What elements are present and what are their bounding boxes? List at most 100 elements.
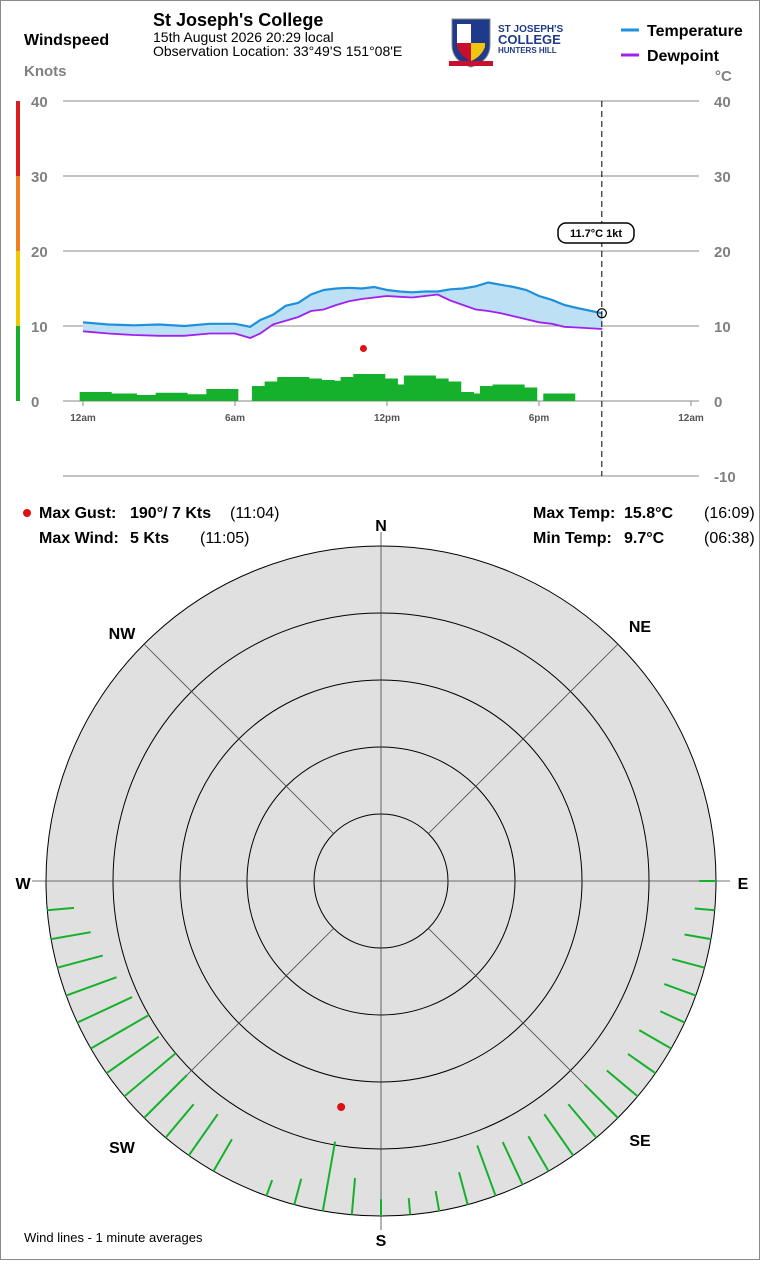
wind-direction-line: [47, 906, 75, 912]
wind-direction-line: [458, 1171, 469, 1205]
wind-direction-line: [671, 958, 705, 969]
wind-bar: [505, 387, 538, 401]
compass-label-e: E: [738, 876, 749, 893]
time-tick-label: 12am: [70, 413, 96, 424]
time-axis-ticks: 12am 6am 12pm 6pm 12am: [70, 401, 704, 424]
gust-dot-icon: [23, 509, 31, 517]
time-tick-label: 12am: [678, 413, 704, 424]
wind-rose-spoke: [428, 643, 619, 834]
temp-tick-label: 30: [714, 169, 731, 186]
compass-label-ne: NE: [629, 619, 652, 636]
wind-tick-label: 0: [31, 394, 39, 411]
max-gust-label: Max Gust:: [39, 505, 116, 522]
wind-scale-band-1: [16, 251, 20, 326]
compass-label-w: W: [15, 876, 31, 893]
wind-axis-ticks: 0 10 20 30 40: [31, 94, 48, 411]
wind-direction-line: [584, 1084, 619, 1119]
max-wind-label: Max Wind:: [39, 530, 119, 547]
wind-rose-spoke: [143, 643, 334, 834]
knots-unit-label: Knots: [24, 63, 67, 80]
wind-scale-band-3: [16, 101, 20, 176]
wind-direction-line: [434, 1190, 441, 1212]
wind-direction-line: [606, 1069, 639, 1098]
wind-direction-line: [476, 1145, 497, 1197]
wind-direction-line: [638, 1029, 672, 1050]
wind-rose-max-gust-marker: [337, 1102, 346, 1111]
wind-direction-line: [321, 1141, 337, 1212]
wind-direction-line: [567, 1103, 598, 1139]
time-tick-label: 6pm: [529, 413, 550, 424]
legend-temperature-label: Temperature: [647, 23, 743, 40]
min-temp-label: Min Temp:: [533, 530, 612, 547]
temperature-series-line: [82, 281, 603, 328]
min-temp-time: (06:38): [704, 530, 755, 547]
wind-bars: [79, 374, 576, 401]
wind-direction-line: [627, 1053, 656, 1074]
wind-rose-spokes: [32, 532, 730, 1230]
time-tick-label: 12pm: [374, 413, 400, 424]
wind-direction-line: [407, 1197, 412, 1215]
wind-direction-line: [188, 1113, 219, 1156]
time-tick-label: 6am: [225, 413, 245, 424]
wind-direction-line: [265, 1179, 274, 1197]
current-temp-marker: [596, 308, 607, 319]
max-gust-marker: [359, 345, 367, 352]
wind-direction-line: [694, 907, 715, 912]
observation-location: Observation Location: 33°49'S 151°08'E: [153, 43, 402, 59]
logo-text-line2: COLLEGE: [498, 32, 561, 47]
temp-tick-label: 40: [714, 94, 731, 111]
wind-tick-label: 30: [31, 169, 48, 186]
compass-label-n: N: [375, 518, 387, 535]
logo-text-line3: HUNTERS HILL: [498, 46, 557, 55]
max-temp-label: Max Temp:: [533, 505, 615, 522]
station-name: St Joseph's College: [153, 10, 323, 30]
wind-bar: [79, 392, 112, 401]
wind-bar: [181, 394, 213, 401]
compass-label-sw: SW: [109, 1140, 136, 1157]
min-temp-value: 9.7°C: [624, 530, 665, 547]
crest-icon: [449, 18, 493, 68]
wind-tick-label: 40: [31, 94, 48, 111]
current-value-label: 11.7°C 1kt: [570, 228, 622, 240]
max-temp-time: (16:09): [704, 505, 755, 522]
wind-scale-bar: [16, 101, 20, 401]
wind-direction-line: [684, 933, 712, 941]
wind-direction-line: [501, 1141, 524, 1186]
wind-direction-line: [76, 996, 133, 1024]
temp-tick-label: -10: [714, 469, 736, 486]
max-wind-time: (11:05): [200, 530, 250, 547]
temp-tick-label: 10: [714, 319, 731, 336]
wind-direction-line: [659, 1010, 686, 1024]
wind-direction-line: [663, 983, 697, 997]
wind-direction-line: [123, 1052, 177, 1098]
wind-tick-label: 20: [31, 244, 48, 261]
wind-direction-line: [57, 954, 103, 969]
stats-block: Max Gust: 190°/ 7 Kts (11:04) Max Wind: …: [23, 505, 755, 547]
wind-scale-band-0: [16, 326, 20, 401]
wind-direction-line: [143, 1074, 188, 1119]
wind-bar: [155, 392, 188, 401]
celsius-unit-label: °C: [715, 68, 732, 85]
wind-bar: [105, 393, 137, 401]
wind-bar: [543, 393, 576, 401]
max-wind-value: 5 Kts: [130, 530, 169, 547]
legend-dewpoint-label: Dewpoint: [647, 48, 720, 65]
wind-direction-line: [527, 1135, 550, 1172]
wind-scale-band-2: [16, 176, 20, 251]
max-gust-time: (11:04): [230, 505, 280, 522]
observation-datetime: 15th August 2026 20:29 local: [153, 29, 334, 45]
temp-tick-label: 0: [714, 394, 722, 411]
max-temp-value: 15.8°C: [624, 505, 674, 522]
dewpoint-series-line: [82, 293, 603, 339]
wind-direction-line: [106, 1035, 160, 1074]
wind-bar: [130, 395, 163, 401]
compass-label-s: S: [376, 1233, 387, 1250]
wind-bar: [206, 389, 239, 401]
wind-tick-label: 10: [31, 319, 48, 336]
compass-label-nw: NW: [109, 626, 137, 643]
college-logo: ST JOSEPH'S COLLEGE HUNTERS HILL: [449, 18, 564, 68]
footer-note: Wind lines - 1 minute averages: [24, 1230, 203, 1245]
max-gust-value: 190°/ 7 Kts: [130, 505, 211, 522]
